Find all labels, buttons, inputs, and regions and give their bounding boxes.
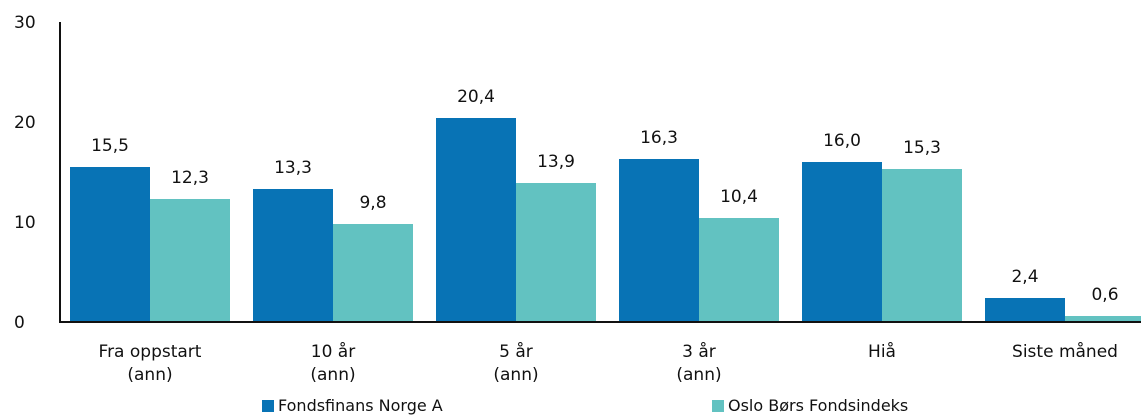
bar-series-2-cat-3 [516,183,596,322]
category-label-1-line-1: Fra oppstart [99,342,202,362]
legend-label-series-2: Oslo Børs Fondsindeks [728,396,909,415]
bar-series-2-cat-6 [1065,316,1141,322]
legend-swatch-series-1 [262,399,274,412]
legend-label-series-1: Fondsfinans Norge A [278,396,443,415]
data-label-series-2-cat-2: 9,8 [359,193,386,213]
data-labels: 15,5 12,3 13,3 9,8 20,4 13,9 16,3 10,4 16,0 15,3 2… [91,87,1118,305]
data-label-series-1-cat-6: 2,4 [1011,267,1038,287]
bar-series-2-cat-2 [333,224,413,322]
data-label-series-2-cat-3: 13,9 [537,152,575,172]
category-labels: Fra oppstart (ann) 10 år (ann) 5 år (ann) 3 år… [99,341,1118,385]
bar-series-1-cat-2 [253,189,333,322]
data-label-series-2-cat-6: 0,6 [1091,285,1118,305]
data-label-series-1-cat-4: 16,3 [640,128,678,148]
data-label-series-2-cat-1: 12,3 [171,168,209,188]
y-tick-label: 30 [14,13,36,33]
y-tick-label: 10 [14,213,36,233]
data-label-series-1-cat-5: 16,0 [823,131,861,151]
category-label-4-line-1: 3 år [682,341,716,362]
bar-series-1-cat-6 [985,298,1065,322]
category-label-1-line-2: (ann) [127,365,172,385]
bars [70,118,1141,322]
category-label-4-line-2: (ann) [676,365,721,385]
data-label-series-2-cat-5: 15,3 [903,138,941,158]
legend: Fondsfinans Norge A Oslo Børs Fondsindek… [0,396,1141,416]
legend-item-series-1: Fondsfinans Norge A [262,396,443,415]
category-label-3-line-2: (ann) [493,365,538,385]
bar-series-1-cat-1 [70,167,150,322]
legend-item-series-2: Oslo Børs Fondsindeks [712,396,908,415]
category-label-6-line-1: Siste måned [1012,341,1118,362]
bar-series-1-cat-4 [619,159,699,322]
y-tick-label: 20 [14,113,36,133]
bar-series-2-cat-4 [699,218,779,322]
category-label-5-line-1: Hiå [868,341,896,362]
data-label-series-1-cat-1: 15,5 [91,136,129,156]
y-axis-ticks: 0 10 20 30 [14,13,36,333]
category-label-2-line-1: 10 år [311,341,355,362]
bar-series-1-cat-5 [802,162,882,322]
y-tick-label: 0 [14,313,25,333]
data-label-series-1-cat-2: 13,3 [274,158,312,178]
data-label-series-1-cat-3: 20,4 [457,87,495,107]
category-label-2-line-2: (ann) [310,365,355,385]
bar-series-2-cat-5 [882,169,962,322]
bar-series-2-cat-1 [150,199,230,322]
bar-series-1-cat-3 [436,118,516,322]
category-label-3-line-1: 5 år [499,341,533,362]
legend-swatch-series-2 [712,399,724,412]
data-label-series-2-cat-4: 10,4 [720,187,758,207]
